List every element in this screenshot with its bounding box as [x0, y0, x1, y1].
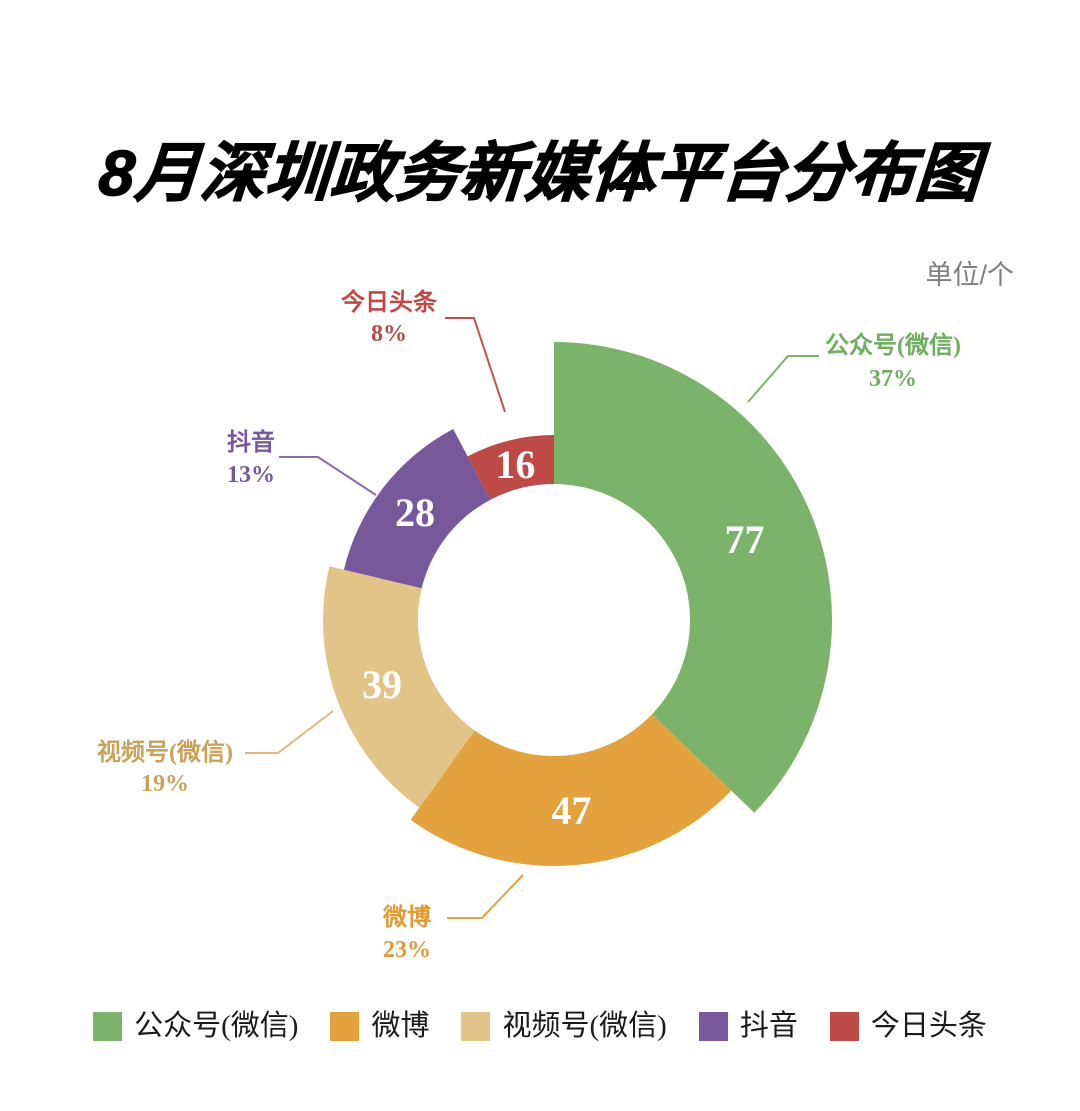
legend-label-toutiao: 今日头条 [870, 1010, 987, 1042]
slice-value-labels: 77 47 39 28 16 [362, 442, 765, 833]
slice-wechat-video-channel [323, 566, 475, 808]
slice-value-weibo: 47 [551, 788, 591, 833]
callout-line-douyin [279, 456, 377, 496]
legend-swatch-wechat-official-account [93, 1012, 123, 1041]
callout-line-wechat-video-channel [245, 710, 334, 754]
legend-item-toutiao: 今日头条 [829, 1010, 987, 1042]
legend-item-wechat-official-account: 公众号(微信) [93, 1012, 298, 1041]
callout-label-wechat-video-channel: 视频号(微信) [97, 738, 233, 766]
legend-item-douyin: 抖音 [698, 1010, 798, 1042]
callout-line-wechat-official-account [747, 355, 819, 403]
legend-swatch-douyin [698, 1012, 728, 1041]
legend: 公众号(微信) 微博 视频号(微信) 抖音 今日头条 [0, 1012, 1080, 1041]
callout-line-toutiao [445, 317, 506, 413]
callout-label-wechat-official-account: 公众号(微信) [825, 331, 961, 359]
slice-toutiao [467, 435, 554, 500]
legend-label-douyin: 抖音 [739, 1010, 798, 1042]
slice-weibo [410, 714, 732, 866]
slice-value-douyin: 28 [395, 490, 435, 535]
donut-slices [323, 342, 833, 866]
legend-swatch-toutiao [829, 1012, 859, 1041]
slice-wechat-official-account [554, 342, 833, 813]
slice-value-wechat-video-channel: 39 [362, 662, 402, 707]
unit-label: 单位/个 [925, 260, 1014, 290]
legend-label-wechat-video-channel: 视频号(微信) [502, 1010, 667, 1042]
slice-value-toutiao: 16 [495, 442, 535, 487]
slice-douyin [343, 429, 491, 589]
callouts: 公众号(微信) 37% 微博 23% 视频号(微信) 19% 抖音 13% 今日头条 8% [97, 288, 961, 963]
callout-percent-weibo: 23% [383, 937, 431, 963]
legend-label-wechat-official-account: 公众号(微信) [134, 1010, 299, 1042]
callout-percent-toutiao: 8% [371, 321, 407, 347]
callout-label-toutiao: 今日头条 [341, 288, 438, 316]
callout-percent-douyin: 13% [227, 462, 275, 488]
legend-item-wechat-video-channel: 视频号(微信) [461, 1010, 667, 1042]
legend-item-weibo: 微博 [330, 1012, 429, 1041]
legend-label-weibo: 微博 [371, 1010, 430, 1042]
legend-swatch-wechat-video-channel [461, 1012, 491, 1041]
callout-label-weibo: 微博 [382, 903, 431, 931]
slice-value-wechat-official-account: 77 [725, 517, 765, 562]
callout-line-weibo [447, 874, 524, 919]
callout-label-douyin: 抖音 [227, 428, 275, 456]
callout-percent-wechat-video-channel: 19% [141, 771, 189, 797]
legend-swatch-weibo [330, 1012, 360, 1041]
callout-percent-wechat-official-account: 37% [869, 366, 917, 392]
